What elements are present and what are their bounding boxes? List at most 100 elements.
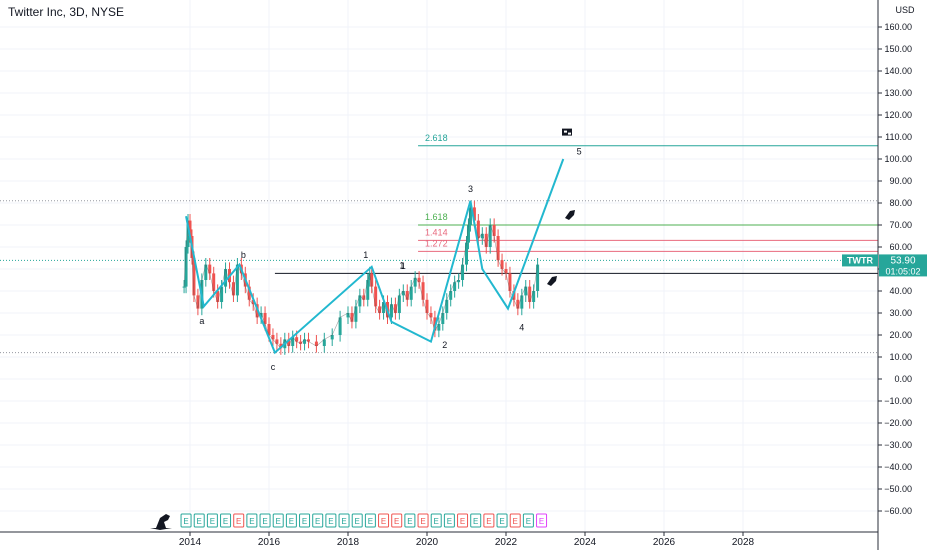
wave-label: c	[271, 362, 276, 372]
earnings-marker[interactable]	[351, 513, 363, 528]
price-candle	[496, 236, 500, 261]
earnings-marker[interactable]	[404, 513, 416, 528]
price-candle	[291, 337, 295, 346]
price-candle	[267, 324, 271, 335]
earnings-marker[interactable]	[246, 513, 258, 528]
x-tick-label: 2014	[179, 537, 202, 548]
price-candle	[330, 335, 334, 340]
earnings-marker-label: E	[315, 517, 320, 526]
y-tick-label: −30.00	[884, 440, 912, 450]
earnings-marker[interactable]	[509, 513, 521, 528]
price-candle	[271, 335, 275, 340]
wave-label: 3	[468, 184, 473, 194]
fib-level-label: 2.618	[425, 133, 448, 143]
y-tick-label: 20.00	[889, 330, 912, 340]
price-candle	[338, 317, 342, 335]
price-candle	[322, 339, 326, 346]
wave-label: 4	[519, 323, 524, 333]
earnings-marker[interactable]	[233, 513, 245, 528]
fib-level-label: 1.414	[425, 227, 448, 237]
y-tick-label: −50.00	[884, 484, 912, 494]
price-candle	[429, 313, 433, 318]
earnings-marker-label: E	[276, 517, 281, 526]
price-candle	[235, 264, 239, 296]
earnings-marker-label: E	[289, 517, 294, 526]
x-tick-label: 2024	[574, 537, 597, 548]
checkered-flag-icon	[568, 132, 571, 135]
price-candle	[275, 339, 279, 344]
price-candle	[461, 264, 465, 280]
earnings-marker[interactable]	[220, 513, 232, 528]
price-candle	[488, 225, 492, 247]
earnings-marker-label: E	[381, 517, 386, 526]
earnings-marker[interactable]	[443, 513, 455, 528]
price-candle	[417, 277, 421, 283]
price-candle	[358, 295, 362, 307]
earnings-marker[interactable]	[378, 513, 390, 528]
earnings-marker-label: E	[407, 517, 412, 526]
bar-countdown: 01:05:02	[885, 266, 920, 276]
y-tick-label: 110.00	[885, 132, 912, 142]
earnings-marker-label: E	[499, 517, 504, 526]
earnings-marker[interactable]	[536, 513, 548, 528]
earnings-marker[interactable]	[338, 513, 350, 528]
price-candle	[184, 247, 188, 287]
y-tick-label: 100.00	[884, 154, 912, 164]
earnings-marker-label: E	[434, 517, 439, 526]
ticker-tag[interactable]	[842, 254, 878, 267]
ticker-tag-label: TWTR	[847, 255, 873, 265]
price-candle	[516, 299, 520, 309]
earnings-marker[interactable]	[325, 513, 337, 528]
earnings-marker-label: E	[249, 517, 254, 526]
earnings-marker[interactable]	[180, 513, 192, 528]
price-candle	[370, 273, 374, 287]
earnings-marker[interactable]	[470, 513, 482, 528]
price-candle	[299, 341, 303, 344]
last-price-tag[interactable]	[879, 254, 927, 277]
earnings-marker-label: E	[355, 517, 360, 526]
earnings-marker[interactable]	[193, 513, 205, 528]
y-tick-label: 80.00	[889, 198, 912, 208]
earnings-marker[interactable]	[457, 513, 469, 528]
earnings-marker-label: E	[368, 517, 373, 526]
earnings-marker[interactable]	[391, 513, 403, 528]
price-candle	[504, 269, 508, 274]
earnings-marker[interactable]	[206, 513, 218, 528]
earnings-marker[interactable]	[272, 513, 284, 528]
price-candle	[437, 324, 441, 331]
price-candle	[453, 282, 457, 291]
price-candle	[216, 291, 220, 302]
price-candle	[279, 343, 283, 349]
y-tick-label: 30.00	[889, 308, 912, 318]
x-tick-label: 2018	[337, 537, 360, 548]
x-tick-label: 2016	[258, 537, 281, 548]
price-candle	[484, 233, 488, 247]
earnings-marker-label: E	[183, 517, 188, 526]
price-candle	[287, 339, 291, 346]
earnings-marker[interactable]	[312, 513, 324, 528]
x-tick-label: 2020	[416, 537, 439, 548]
wave-label: b	[241, 250, 246, 260]
earnings-marker[interactable]	[285, 513, 297, 528]
earnings-marker[interactable]	[522, 513, 534, 528]
earnings-marker[interactable]	[483, 513, 495, 528]
earnings-marker-label: E	[328, 517, 333, 526]
earnings-marker-label: E	[526, 517, 531, 526]
price-candle	[421, 282, 425, 300]
earnings-marker[interactable]	[430, 513, 442, 528]
x-tick-label: 2028	[732, 537, 755, 548]
price-candle	[346, 313, 350, 318]
earnings-marker[interactable]	[496, 513, 508, 528]
earnings-marker[interactable]	[364, 513, 376, 528]
price-candle	[401, 291, 405, 296]
earnings-marker[interactable]	[259, 513, 271, 528]
earnings-marker[interactable]	[299, 513, 311, 528]
wave-line[interactable]	[185, 158, 565, 355]
price-candle	[476, 220, 480, 239]
price-candle	[251, 299, 255, 305]
price-candle	[186, 220, 190, 247]
price-candle	[389, 304, 393, 318]
earnings-marker[interactable]	[417, 513, 429, 528]
